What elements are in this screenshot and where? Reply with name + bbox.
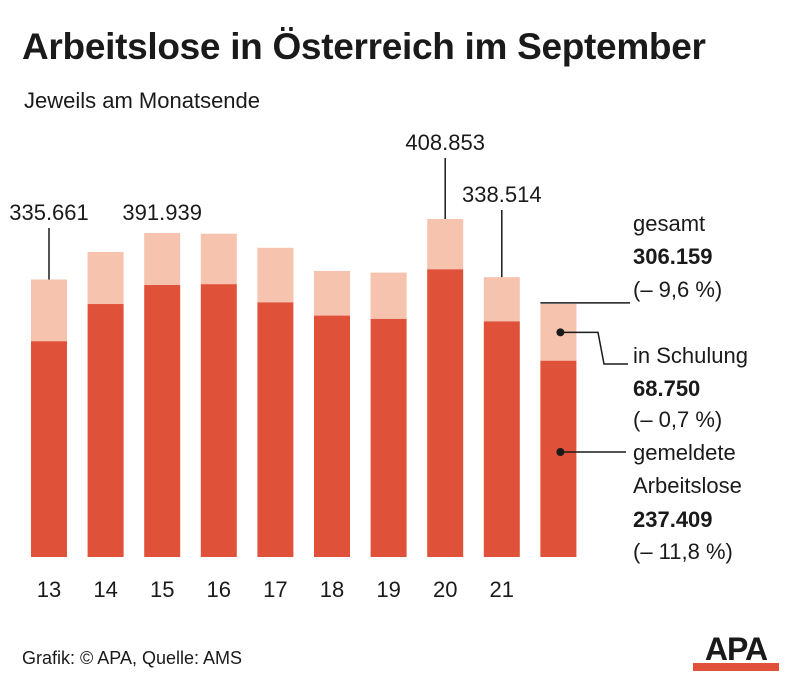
legend-registered-change: (– 11,8 %)	[633, 539, 733, 564]
x-tick-label: 18	[320, 577, 344, 602]
source-footer: Grafik: © APA, Quelle: AMS	[22, 648, 243, 668]
bar-training-19	[370, 272, 407, 319]
bar-registered-13	[31, 341, 67, 557]
value-label: 408.853	[405, 130, 485, 155]
bar-training-18	[314, 270, 350, 316]
apa-logo-text: APA	[705, 631, 768, 667]
legend-registered-label-line1: gemeldete	[633, 440, 736, 465]
x-tick-label: 15	[150, 577, 174, 602]
x-tick-label: 17	[263, 577, 287, 602]
legend-training-change: (– 0,7 %)	[633, 407, 722, 432]
legend-registered-value: 237.409	[633, 507, 713, 532]
value-label: 391.939	[122, 200, 202, 225]
bar-training-13	[31, 279, 67, 342]
legend-registered-label-line2: Arbeitslose	[633, 473, 742, 498]
bar-training-17	[257, 247, 294, 303]
apa-logo-bar	[693, 663, 779, 671]
legend-total-change: (– 9,6 %)	[633, 277, 722, 302]
bar-training-20	[427, 219, 464, 270]
chart-title: Arbeitslose in Österreich im September	[22, 26, 706, 67]
x-tick-label: 16	[207, 577, 231, 602]
x-tick-label: 20	[433, 577, 457, 602]
bar-training-15	[144, 232, 181, 286]
bar-registered-17	[257, 302, 294, 557]
value-label: 335.661	[9, 200, 89, 225]
x-tick-label: 21	[490, 577, 514, 602]
value-label: 338.514	[462, 182, 542, 207]
bar-registered-15	[144, 285, 181, 557]
x-tick-label: 14	[93, 577, 117, 602]
bar-registered-18	[314, 315, 350, 557]
bar-registered-19	[370, 318, 407, 557]
legend-training-value: 68.750	[633, 376, 700, 401]
legend-total-value: 306.159	[633, 244, 713, 269]
legend-total-label: gesamt	[633, 211, 705, 236]
bar-registered-21	[483, 321, 520, 557]
bar-registered-20	[427, 269, 464, 557]
bar-registered-22	[540, 360, 577, 557]
bar-training-14	[87, 251, 124, 305]
apa-logo: APA	[693, 631, 779, 671]
legend-training-label: in Schulung	[633, 343, 748, 368]
legend-leader-training	[560, 331, 628, 365]
chart-subtitle: Jeweils am Monatsende	[24, 88, 261, 113]
x-tick-label: 19	[376, 577, 400, 602]
bar-training-16	[200, 233, 237, 285]
bar-training-21	[483, 277, 520, 322]
bar-registered-16	[200, 284, 237, 557]
bar-registered-14	[87, 304, 124, 557]
x-tick-label: 13	[37, 577, 61, 602]
